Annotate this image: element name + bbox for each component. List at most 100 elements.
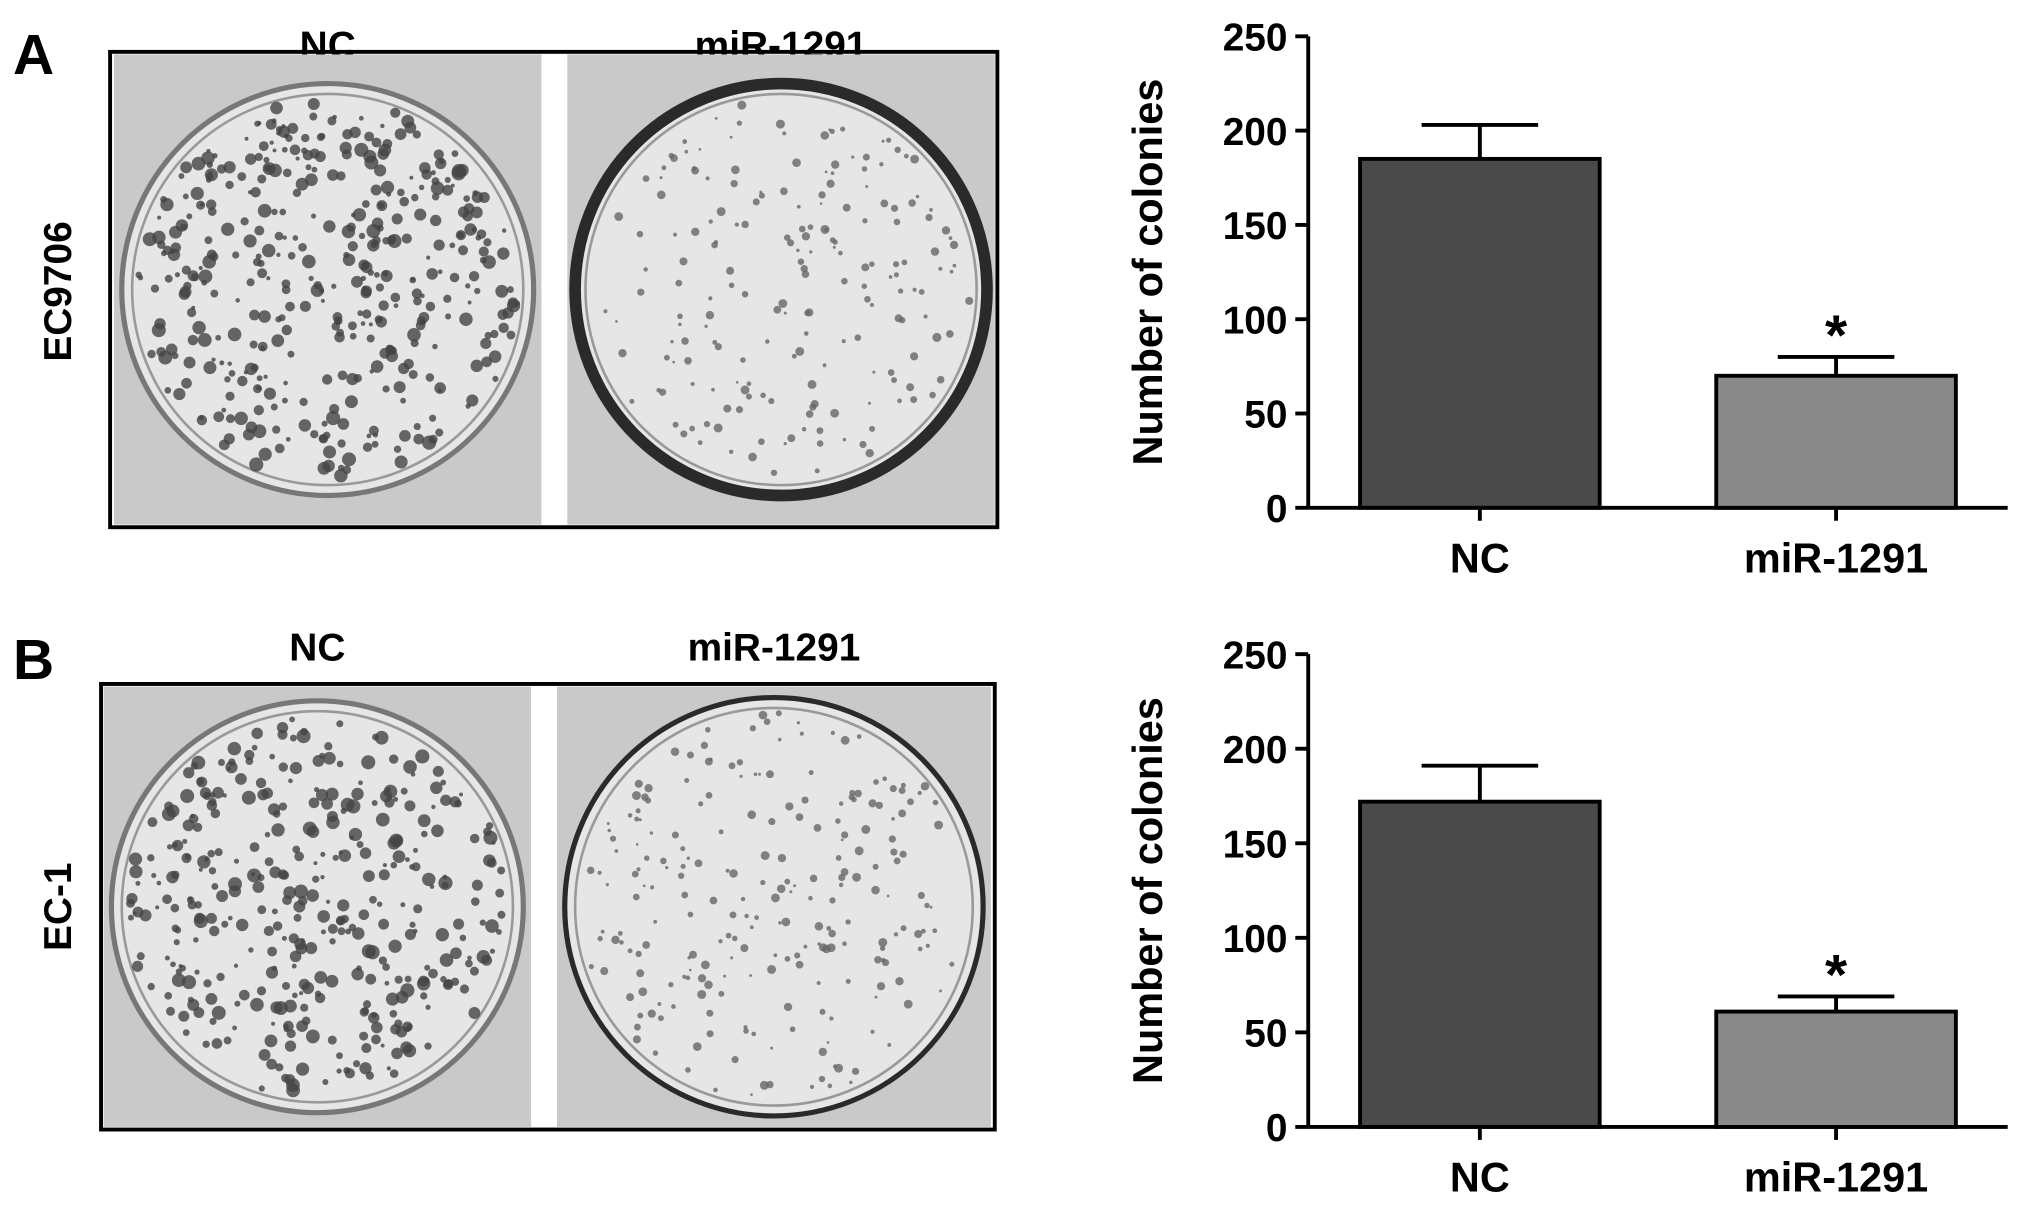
colony (311, 166, 318, 173)
y-tick-label: 150 (1223, 205, 1288, 248)
colony (264, 1034, 278, 1048)
colony (627, 813, 633, 818)
colony (407, 1023, 413, 1030)
colony (400, 902, 406, 908)
colony (478, 246, 489, 257)
colony (433, 149, 444, 160)
colony (274, 443, 285, 454)
colony (361, 755, 376, 770)
colony (918, 289, 925, 295)
colony (807, 224, 814, 230)
colony (139, 909, 152, 922)
colony (925, 943, 930, 948)
colony (394, 455, 408, 469)
colony (166, 804, 180, 818)
colony (861, 263, 870, 272)
colony (469, 966, 479, 976)
colony (910, 154, 919, 164)
colony (285, 436, 291, 442)
colony (298, 242, 307, 252)
colony (263, 925, 274, 937)
colony (892, 261, 900, 268)
colony (789, 890, 793, 894)
dish (119, 81, 537, 499)
colony (705, 791, 713, 799)
colony (249, 457, 264, 472)
colony (686, 751, 694, 759)
colony (263, 387, 276, 400)
colony (337, 899, 350, 912)
dish (569, 77, 993, 502)
colony (481, 356, 493, 368)
colony (165, 343, 178, 356)
colony (728, 762, 736, 770)
colony (617, 930, 623, 936)
colony (191, 156, 206, 171)
colony (264, 857, 274, 867)
colony (824, 170, 828, 174)
colony (704, 757, 713, 766)
significance-marker: * (1825, 943, 1848, 1007)
colony (675, 279, 683, 287)
colony (659, 176, 663, 180)
bar (1358, 156, 1602, 510)
colony (173, 939, 180, 946)
colony (142, 232, 157, 247)
colony (429, 214, 442, 227)
colony (216, 972, 225, 982)
colony (360, 275, 367, 281)
colony (700, 741, 709, 750)
colony (411, 288, 423, 299)
colony (660, 857, 667, 865)
colony (182, 1029, 190, 1036)
colony (765, 339, 770, 344)
colony (932, 799, 939, 806)
y-tick-label: 200 (1223, 729, 1288, 772)
colony (211, 883, 219, 890)
colony (364, 131, 375, 142)
colony (135, 271, 142, 279)
colony (891, 816, 895, 821)
colony (246, 278, 255, 287)
colony (841, 831, 849, 839)
colony (697, 974, 707, 983)
colony (203, 361, 217, 375)
colony (151, 872, 157, 878)
colony (210, 808, 221, 819)
colony (376, 200, 388, 212)
colony (851, 155, 855, 159)
colony (418, 184, 425, 191)
colony (265, 118, 277, 130)
colony (890, 848, 898, 856)
colony (835, 818, 841, 824)
colony (136, 952, 145, 961)
colony (223, 1036, 232, 1045)
colony (792, 158, 801, 168)
colony (336, 328, 345, 337)
colony (773, 953, 778, 958)
colony (609, 835, 617, 842)
colony (295, 156, 300, 161)
colony (277, 729, 288, 740)
colony (254, 120, 261, 127)
colony (828, 929, 836, 938)
colony (775, 119, 785, 129)
colony (400, 983, 415, 998)
colony (166, 871, 179, 884)
colony (376, 901, 383, 907)
colony (151, 323, 166, 338)
colony (341, 224, 356, 239)
colony (162, 894, 172, 905)
colony (370, 360, 384, 373)
colony (698, 801, 704, 807)
colony (420, 992, 428, 1000)
colony (292, 235, 299, 241)
colony (495, 284, 509, 298)
colony (412, 130, 421, 139)
colony (263, 374, 268, 379)
colony (786, 239, 795, 247)
colony (325, 787, 339, 801)
colony (874, 955, 882, 964)
colony (155, 905, 160, 910)
